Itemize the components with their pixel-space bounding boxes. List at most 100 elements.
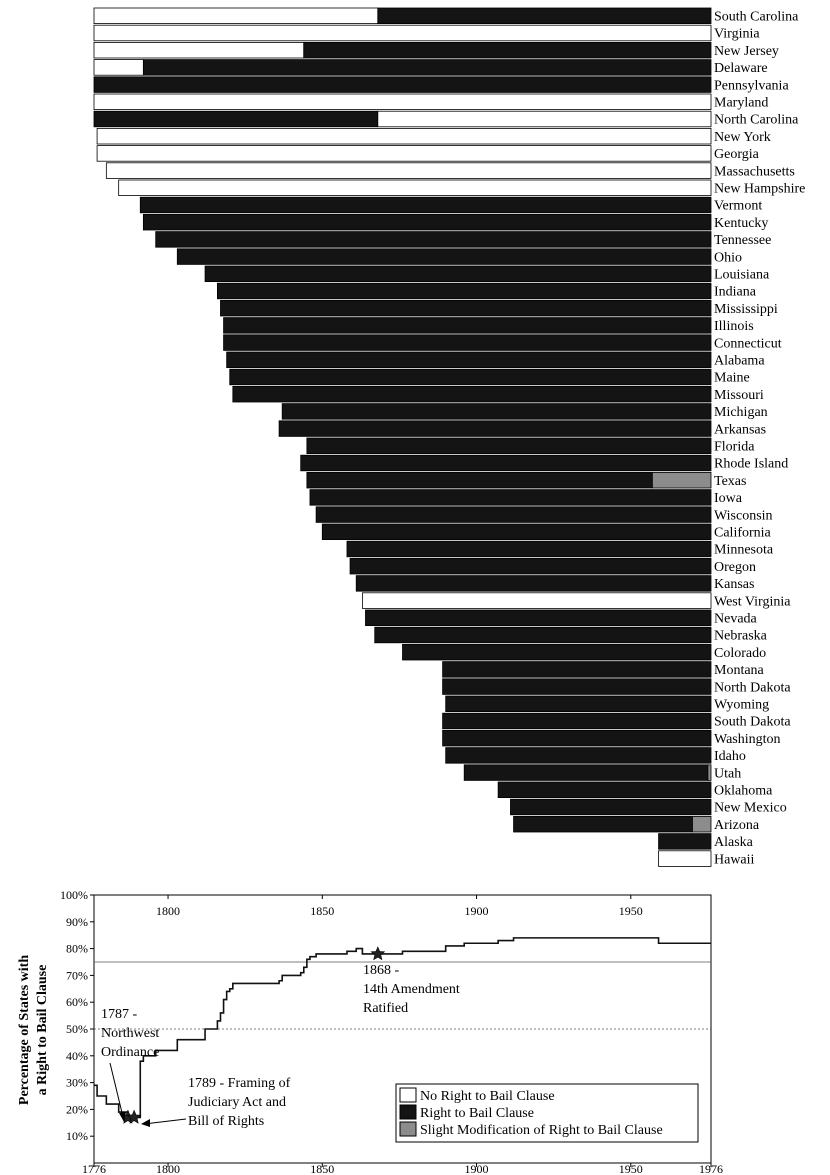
- state-bar-new-hampshire: [118, 179, 712, 197]
- state-bar-maryland: [93, 93, 712, 111]
- y-tick-label: 20%: [66, 1102, 88, 1116]
- state-label-colorado: Colorado: [714, 646, 766, 661]
- y-tick-label: 80%: [66, 942, 88, 956]
- bar-segment-none: [93, 59, 144, 76]
- bar-segment-clause: [374, 626, 712, 644]
- state-bar-pennsylvania: [93, 76, 712, 93]
- y-tick-label: 10%: [66, 1129, 88, 1143]
- state-bar-south-carolina: [93, 7, 712, 25]
- percentage-line-chart: 100% 90% 80% 70% 60% 50% 40% 30% 20% 10% 1800 1850…: [17, 888, 723, 1175]
- state-label-new-jersey: New Jersey: [714, 44, 779, 59]
- state-bar-oregon: [349, 558, 712, 575]
- bar-segment-none: [93, 7, 379, 25]
- state-bar-kentucky: [142, 213, 712, 231]
- state-bar-rhode-island: [300, 454, 712, 472]
- state-bar-kansas: [355, 575, 712, 592]
- state-label-ohio: Ohio: [714, 250, 742, 265]
- bar-segment-clause: [232, 385, 712, 403]
- annotation-northwest-3: Ordinance: [101, 1045, 159, 1060]
- legend-swatch-modified: [399, 1121, 417, 1137]
- state-label-iowa: Iowa: [714, 491, 743, 506]
- x-tick-label-bottom: 1776: [82, 1162, 106, 1175]
- state-bar-colorado: [402, 644, 712, 661]
- bar-segment-none: [377, 110, 712, 128]
- state-label-alabama: Alabama: [714, 354, 765, 369]
- y-tick-label: 30%: [66, 1076, 88, 1090]
- state-label-arkansas: Arkansas: [714, 422, 766, 437]
- y-axis-ticks: 100% 90% 80% 70% 60% 50% 40% 30% 20% 10%: [60, 888, 94, 1143]
- state-label-maine: Maine: [714, 371, 750, 386]
- state-label-new-york: New York: [714, 130, 771, 145]
- bar-segment-clause: [223, 334, 712, 351]
- state-label-arizona: Arizona: [714, 818, 760, 833]
- state-labels: South Carolina Virginia New Jersey Delaware…: [714, 10, 805, 868]
- state-label-florida: Florida: [714, 440, 755, 455]
- state-label-illinois: Illinois: [714, 319, 754, 334]
- state-bar-arkansas: [278, 420, 712, 437]
- y-tick-label: 70%: [66, 968, 88, 982]
- state-bar-alabama: [226, 351, 712, 369]
- bar-segment-clause: [513, 816, 693, 833]
- state-label-alaska: Alaska: [714, 835, 754, 850]
- event-markers: [120, 946, 386, 1124]
- bar-segment-clause: [216, 282, 712, 300]
- state-bar-california: [321, 523, 712, 541]
- bar-segment-none: [93, 24, 712, 42]
- state-label-oklahoma: Oklahoma: [714, 784, 773, 799]
- legend-box: [395, 1083, 699, 1143]
- state-label-oregon: Oregon: [714, 560, 756, 575]
- bar-segment-clause: [303, 42, 712, 59]
- state-label-nevada: Nevada: [714, 612, 758, 627]
- state-bar-indiana: [216, 282, 712, 300]
- event-star-marker-1789: [126, 1109, 142, 1124]
- state-bar-florida: [306, 437, 712, 455]
- annotation-northwest-arrow: [109, 1062, 125, 1122]
- legend-label-none: No Right to Bail Clause: [420, 1089, 555, 1104]
- annotation-judiciary-arrowhead: [141, 1119, 150, 1127]
- state-label-south-carolina: South Carolina: [714, 10, 799, 25]
- state-bar-iowa: [309, 489, 712, 506]
- state-bar-new-jersey: [93, 42, 712, 59]
- state-label-minnesota: Minnesota: [714, 543, 774, 558]
- x-axis-bottom-ticks: 1776 1800 1850 1900 1950 1976: [82, 1162, 723, 1175]
- annotation-amendment-2: 14th Amendment: [363, 982, 460, 997]
- state-label-delaware: Delaware: [714, 61, 768, 76]
- reference-lines: [94, 961, 711, 1030]
- event-star-marker-1868: [370, 946, 386, 961]
- bar-segment-clause: [93, 110, 379, 128]
- state-bar-alaska: [658, 833, 712, 850]
- bar-segment-clause: [349, 558, 712, 575]
- y-tick-label: 100%: [60, 888, 88, 902]
- state-label-hawaii: Hawaii: [714, 852, 755, 867]
- state-bar-nevada: [365, 609, 712, 627]
- state-label-california: California: [714, 526, 772, 541]
- state-bar-michigan: [281, 403, 712, 420]
- state-bar-minnesota: [346, 540, 712, 558]
- annotation-amendment-1: 1868 -: [363, 963, 400, 978]
- state-label-maryland: Maryland: [714, 96, 768, 111]
- percentage-series-line: [94, 937, 711, 1119]
- x-tick-label-bottom: 1850: [310, 1162, 334, 1175]
- state-label-michigan: Michigan: [714, 405, 768, 420]
- state-label-nebraska: Nebraska: [714, 629, 768, 644]
- state-bar-mississippi: [220, 299, 712, 317]
- legend-swatch-none: [399, 1087, 417, 1103]
- state-bar-south-dakota: [442, 712, 712, 730]
- state-label-south-dakota: South Dakota: [714, 715, 791, 730]
- state-bar-montana: [442, 661, 712, 678]
- bar-segment-clause: [281, 403, 712, 420]
- state-label-new-mexico: New Mexico: [714, 801, 787, 816]
- bar-segment-clause: [442, 712, 712, 730]
- y-axis-title-line-2: a Right to Bail Clause: [35, 965, 50, 1096]
- state-label-new-hampshire: New Hampshire: [714, 182, 805, 197]
- annotation-northwest-arrowhead: [119, 1112, 126, 1122]
- x-tick-label-top: 1950: [619, 904, 643, 918]
- x-axis-top-ticks: 1800 1850 1900 1950: [156, 895, 643, 918]
- bar-segment-clause: [176, 248, 712, 265]
- y-tick-label: 60%: [66, 995, 88, 1009]
- y-tick-label: 50%: [66, 1022, 88, 1036]
- state-bar-north-dakota: [442, 678, 712, 695]
- y-tick-label: 90%: [66, 915, 88, 929]
- bar-segment-clause: [300, 454, 712, 472]
